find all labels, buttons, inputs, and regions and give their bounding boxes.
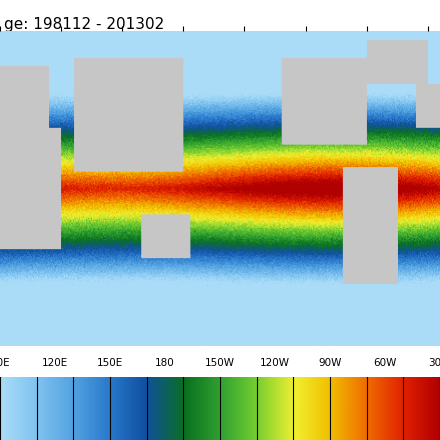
Text: 150W: 150W: [205, 358, 235, 368]
Text: 150E: 150E: [97, 358, 123, 368]
Text: 60W: 60W: [373, 358, 397, 368]
Text: 120E: 120E: [42, 358, 68, 368]
Text: 120W: 120W: [260, 358, 290, 368]
Text: 180: 180: [155, 358, 175, 368]
Text: ge: 198112 - 201302: ge: 198112 - 201302: [4, 17, 165, 32]
Text: 30W: 30W: [428, 358, 440, 368]
Text: 90E: 90E: [0, 358, 10, 368]
Text: 90W: 90W: [318, 358, 342, 368]
